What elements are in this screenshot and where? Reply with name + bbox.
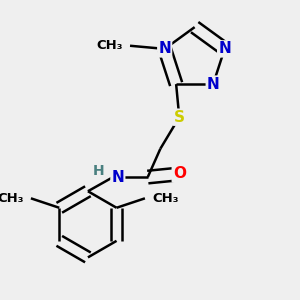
Text: N: N	[218, 41, 231, 56]
Text: CH₃: CH₃	[96, 39, 123, 52]
Text: N: N	[112, 169, 124, 184]
Text: S: S	[174, 110, 185, 125]
Text: N: N	[158, 41, 171, 56]
Text: N: N	[207, 76, 220, 92]
Text: H: H	[93, 164, 105, 178]
Text: CH₃: CH₃	[152, 192, 178, 205]
Text: CH₃: CH₃	[0, 192, 24, 205]
Text: O: O	[173, 167, 186, 182]
